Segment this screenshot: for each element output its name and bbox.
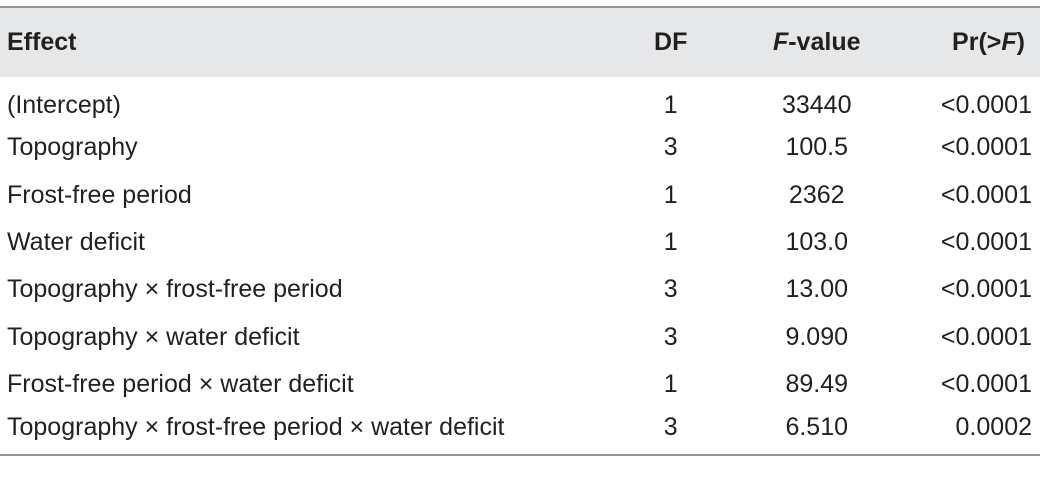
cell-pr: <0.0001 xyxy=(940,180,1032,209)
table-row: Frost-free period × water deficit 1 89.4… xyxy=(0,361,1040,408)
table-row: Topography × frost-free period × water d… xyxy=(0,408,1040,456)
anova-table: Effect DF F-value Pr(>F) (Intercept) 1 3… xyxy=(0,6,1040,456)
cell-pr: 0.0002 xyxy=(955,412,1032,441)
cell-effect: Topography × water deficit xyxy=(7,322,300,351)
cell-effect: Topography × frost-free period × water d… xyxy=(7,412,505,441)
cell-df: 3 xyxy=(663,412,678,441)
cell-f-value: 100.5 xyxy=(785,133,849,162)
cell-effect: Topography xyxy=(7,133,138,162)
cell-pr: <0.0001 xyxy=(940,228,1032,257)
cell-df: 1 xyxy=(663,91,678,120)
cell-f-value: 33440 xyxy=(781,91,852,120)
table-row: Frost-free period 1 2362 <0.0001 xyxy=(0,172,1040,219)
cell-f-value: 89.49 xyxy=(785,369,849,398)
table-row: Topography 3 100.5 <0.0001 xyxy=(0,124,1040,171)
cell-effect: Topography × frost-free period xyxy=(7,275,343,304)
table-row: Topography × water deficit 3 9.090 <0.00… xyxy=(0,313,1040,360)
cell-df: 1 xyxy=(663,369,678,398)
cell-f-value: 6.510 xyxy=(785,412,849,441)
table-row: (Intercept) 1 33440 <0.0001 xyxy=(0,77,1040,124)
table-header: Effect DF F-value Pr(>F) xyxy=(0,7,1040,77)
table-row: Topography × frost-free period 3 13.00 <… xyxy=(0,266,1040,313)
cell-df: 3 xyxy=(663,133,678,162)
cell-df: 1 xyxy=(663,228,678,257)
cell-pr: <0.0001 xyxy=(940,322,1032,351)
cell-df: 3 xyxy=(663,322,678,351)
table-row: Water deficit 1 103.0 <0.0001 xyxy=(0,219,1040,266)
header-effect: Effect xyxy=(7,28,77,56)
cell-f-value: 9.090 xyxy=(785,322,849,351)
cell-f-value: 103.0 xyxy=(785,228,849,257)
cell-effect: (Intercept) xyxy=(7,91,121,120)
cell-pr: <0.0001 xyxy=(940,369,1032,398)
cell-df: 3 xyxy=(663,275,678,304)
header-pr: Pr(>F) xyxy=(952,28,1025,56)
cell-pr: <0.0001 xyxy=(940,275,1032,304)
cell-effect: Frost-free period × water deficit xyxy=(7,369,354,398)
cell-effect: Water deficit xyxy=(7,228,146,257)
cell-effect: Frost-free period xyxy=(7,180,192,209)
header-f-value: F-value xyxy=(772,28,861,56)
header-df: DF xyxy=(654,28,688,56)
cell-pr: <0.0001 xyxy=(940,133,1032,162)
cell-pr: <0.0001 xyxy=(940,91,1032,120)
header-row: Effect DF F-value Pr(>F) xyxy=(0,7,1040,77)
cell-f-value: 2362 xyxy=(788,180,845,209)
cell-f-value: 13.00 xyxy=(785,275,849,304)
cell-df: 1 xyxy=(663,180,678,209)
table-body: (Intercept) 1 33440 <0.0001 Topography 3… xyxy=(0,77,1040,456)
